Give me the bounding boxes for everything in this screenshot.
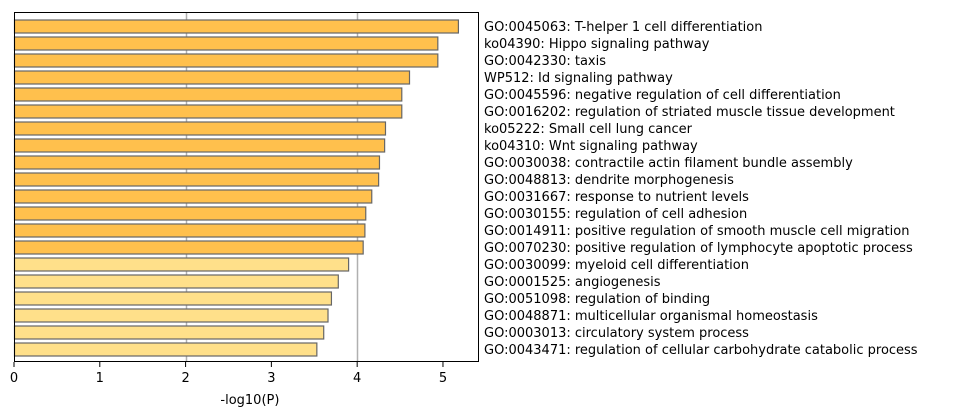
bar (13, 206, 367, 221)
x-tick-label: 3 (267, 371, 275, 386)
bar (13, 155, 381, 170)
category-label: GO:0045596: negative regulation of cell … (484, 88, 841, 103)
x-tick-label: 4 (353, 371, 361, 386)
category-label: GO:0070230: positive regulation of lymph… (484, 241, 913, 256)
bar (13, 138, 386, 153)
bar (13, 87, 403, 102)
x-axis-label: -log10(P) (220, 393, 279, 408)
category-label: WP512: Id signaling pathway (484, 71, 673, 86)
category-label: GO:0042330: taxis (484, 54, 606, 69)
plot-frame (14, 12, 479, 362)
x-tick-label: 5 (439, 371, 447, 386)
bar (13, 172, 380, 187)
bar (13, 70, 411, 85)
bar (13, 53, 439, 68)
category-label: ko04310: Wnt signaling pathway (484, 139, 698, 154)
category-label: GO:0030038: contractile actin filament b… (484, 156, 853, 171)
category-label: GO:0048871: multicellular organismal hom… (484, 309, 818, 324)
category-label: GO:0003013: circulatory system process (484, 326, 749, 341)
bar (13, 274, 339, 289)
category-labels: GO:0045063: T-helper 1 cell differentiat… (484, 20, 918, 358)
category-label: GO:0045063: T-helper 1 cell differentiat… (484, 20, 762, 35)
bar (13, 240, 364, 255)
bar (13, 325, 325, 340)
bar (13, 36, 439, 51)
bar (13, 189, 373, 204)
bar (13, 291, 333, 306)
bar (13, 342, 318, 357)
bar (13, 257, 350, 272)
bar (13, 104, 403, 119)
bar (13, 19, 460, 34)
x-tick-label: 0 (10, 371, 18, 386)
category-label: GO:0030155: regulation of cell adhesion (484, 207, 747, 222)
category-label: GO:0048813: dendrite morphogenesis (484, 173, 734, 188)
bars (13, 19, 460, 357)
category-label: GO:0043471: regulation of cellular carbo… (484, 343, 918, 358)
category-label: GO:0051098: regulation of binding (484, 292, 710, 307)
bar (13, 223, 366, 238)
category-label: ko05222: Small cell lung cancer (484, 122, 693, 137)
category-label: GO:0031667: response to nutrient levels (484, 190, 749, 205)
category-label: GO:0014911: positive regulation of smoot… (484, 224, 909, 239)
bar (13, 308, 329, 323)
category-label: GO:0016202: regulation of striated muscl… (484, 105, 895, 120)
x-axis-ticks: 0 1 2 3 4 5 (10, 362, 447, 386)
category-label: GO:0001525: angiogenesis (484, 275, 661, 290)
x-tick-label: 2 (181, 371, 189, 386)
bar (13, 121, 387, 136)
category-label: ko04390: Hippo signaling pathway (484, 37, 710, 52)
x-tick-label: 1 (96, 371, 104, 386)
category-label: GO:0030099: myeloid cell differentiation (484, 258, 749, 273)
